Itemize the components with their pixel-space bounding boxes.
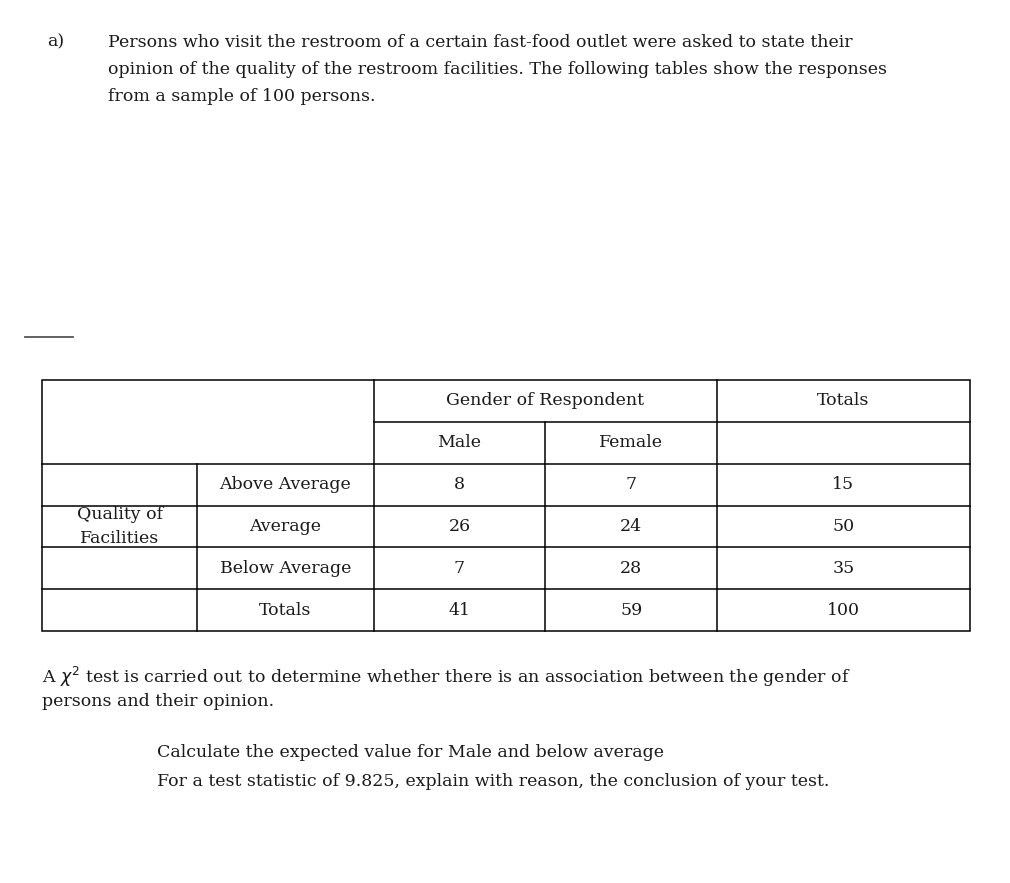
Text: 35: 35 (832, 560, 854, 577)
Text: 7: 7 (453, 560, 466, 577)
Text: 59: 59 (620, 602, 642, 619)
Text: 24: 24 (620, 518, 642, 535)
Text: 26: 26 (448, 518, 471, 535)
Text: A $\chi^2$ test is carried out to determine whether there is an association betw: A $\chi^2$ test is carried out to determ… (42, 665, 851, 689)
Text: 7: 7 (625, 476, 637, 493)
Text: 41: 41 (448, 602, 471, 619)
Text: For a test statistic of 9.825, explain with reason, the conclusion of your test.: For a test statistic of 9.825, explain w… (157, 773, 829, 789)
Text: 8: 8 (454, 476, 465, 493)
Text: Below Average: Below Average (219, 560, 351, 577)
Text: persons and their opinion.: persons and their opinion. (42, 693, 275, 710)
Bar (42, 380, 970, 631)
Text: Male: Male (437, 434, 482, 451)
Text: Average: Average (249, 518, 321, 535)
Text: Quality of
Facilities: Quality of Facilities (77, 506, 163, 547)
Text: from a sample of 100 persons.: from a sample of 100 persons. (108, 88, 376, 105)
Text: 100: 100 (827, 602, 860, 619)
Text: 28: 28 (620, 560, 642, 577)
Text: Calculate the expected value for Male and below average: Calculate the expected value for Male an… (157, 744, 664, 761)
Text: Persons who visit the restroom of a certain fast-food outlet were asked to state: Persons who visit the restroom of a cert… (108, 34, 852, 50)
Text: Gender of Respondent: Gender of Respondent (446, 392, 644, 409)
Text: Above Average: Above Average (219, 476, 351, 493)
Text: 50: 50 (832, 518, 854, 535)
Text: a): a) (47, 34, 65, 50)
Text: 15: 15 (832, 476, 854, 493)
Text: Female: Female (599, 434, 664, 451)
Text: Totals: Totals (817, 392, 870, 409)
Text: opinion of the quality of the restroom facilities. The following tables show the: opinion of the quality of the restroom f… (108, 61, 887, 78)
Text: Totals: Totals (260, 602, 311, 619)
